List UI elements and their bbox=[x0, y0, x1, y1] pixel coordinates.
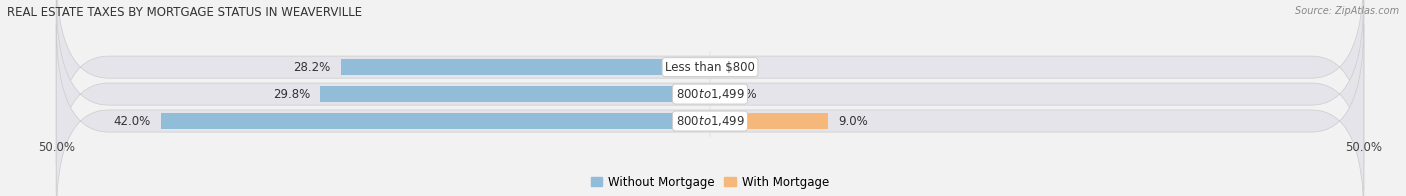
Text: $800 to $1,499: $800 to $1,499 bbox=[675, 114, 745, 128]
Text: Less than $800: Less than $800 bbox=[665, 61, 755, 74]
Text: $800 to $1,499: $800 to $1,499 bbox=[675, 87, 745, 101]
Text: 0.0%: 0.0% bbox=[727, 88, 756, 101]
Text: 9.0%: 9.0% bbox=[838, 114, 868, 128]
FancyBboxPatch shape bbox=[56, 0, 1364, 164]
FancyBboxPatch shape bbox=[56, 0, 1364, 191]
Bar bbox=[321, 86, 710, 103]
Bar bbox=[342, 59, 710, 75]
Legend: Without Mortgage, With Mortgage: Without Mortgage, With Mortgage bbox=[586, 171, 834, 193]
FancyBboxPatch shape bbox=[56, 24, 1364, 196]
Bar bbox=[710, 113, 828, 129]
Text: 28.2%: 28.2% bbox=[294, 61, 330, 74]
Text: Source: ZipAtlas.com: Source: ZipAtlas.com bbox=[1295, 6, 1399, 16]
Text: 29.8%: 29.8% bbox=[273, 88, 309, 101]
Bar bbox=[160, 113, 710, 129]
Text: 0.0%: 0.0% bbox=[727, 61, 756, 74]
Text: REAL ESTATE TAXES BY MORTGAGE STATUS IN WEAVERVILLE: REAL ESTATE TAXES BY MORTGAGE STATUS IN … bbox=[7, 6, 363, 19]
Text: 42.0%: 42.0% bbox=[112, 114, 150, 128]
